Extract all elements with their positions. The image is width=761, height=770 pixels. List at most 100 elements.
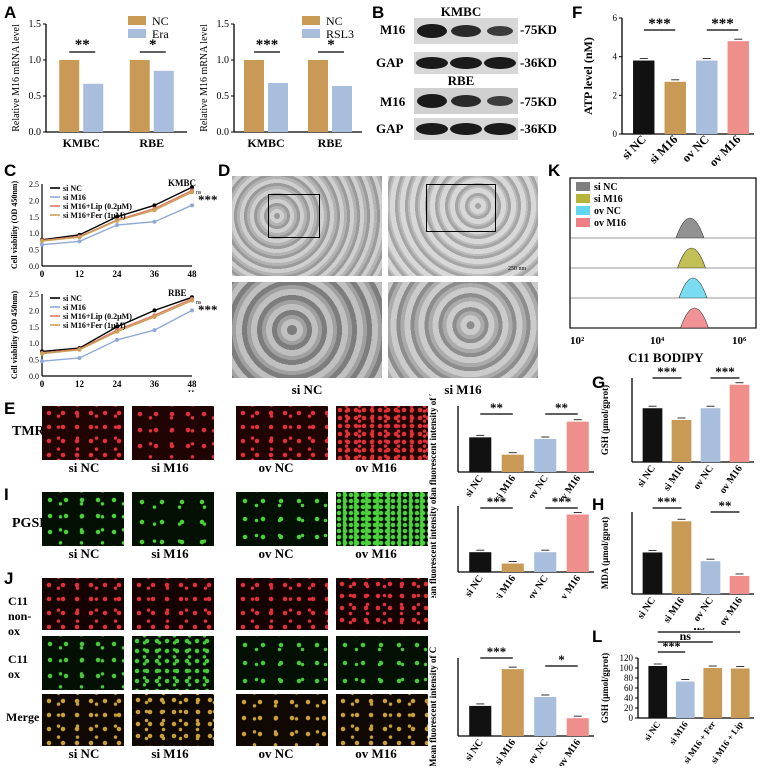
- y-tick-label: 2: [613, 90, 618, 100]
- legend-label: NC: [152, 14, 169, 28]
- chart-c-kmbc-viability: 0.0 0.5 1.0 1.5 2.0 2.5 0 12 24 36 48 Cell viabilit…: [10, 178, 218, 279]
- data-point: [40, 239, 44, 244]
- y-axis-label: Mean fluorescent intensity of TMRE: [428, 394, 438, 498]
- bar: [83, 83, 104, 132]
- blot-kd36-1: -36KD: [520, 55, 557, 70]
- data-point: [115, 223, 119, 227]
- blot-gap-label-1: GAP: [376, 55, 404, 70]
- category-label: si M16: [646, 132, 680, 166]
- blot-kmbc-title: KMBC: [440, 4, 482, 19]
- micrograph-pgsk: [336, 492, 428, 546]
- x-tick-label: 24: [113, 269, 123, 279]
- bar: [729, 575, 750, 594]
- bar: [729, 384, 750, 462]
- micrograph-pgsk: [236, 492, 328, 546]
- bar: [648, 666, 668, 718]
- legend-label: si NC: [63, 294, 82, 303]
- micrograph-c11-ox: [236, 636, 328, 690]
- blot-gap-label-2: GAP: [376, 121, 404, 136]
- category-label: si NC: [635, 595, 658, 621]
- data-point: [77, 355, 82, 360]
- category-label: KMBC: [247, 136, 284, 150]
- category-label: si NC: [642, 719, 662, 742]
- data-point: [152, 328, 157, 333]
- chart-h-mda: MDA (μmol/gprot) si NC si M16 ov NC ov M16 **…: [600, 496, 754, 628]
- significance-label: ***: [198, 302, 218, 317]
- blot-kd75-1: -75KD: [520, 22, 557, 37]
- row-label-c11-nonox: C11 non-ox: [8, 594, 32, 638]
- blot-kd36-2: -36KD: [520, 121, 557, 136]
- significance-label: ***: [487, 646, 507, 659]
- y-tick-label: 80: [624, 673, 634, 683]
- bar: [534, 439, 557, 472]
- micrograph-merge: [236, 694, 328, 746]
- bar: [642, 408, 663, 462]
- category-label: ov M16: [556, 573, 583, 598]
- x-tick-label: 0: [40, 269, 45, 279]
- bar: [534, 552, 557, 572]
- cap-j-si-nc: si NC: [68, 746, 100, 761]
- cap-i-ov-m16: ov M16: [355, 546, 397, 561]
- significance-label: ***: [552, 494, 572, 509]
- bar: [308, 60, 328, 132]
- y-tick-label: 20: [624, 703, 634, 713]
- tem-zoom-box-2: [426, 184, 496, 232]
- chart-a2-kmbc-rbe-rsl3: 0.0 0.5 1.0 1.5 Relative M16 mRNA level KMBC *…: [199, 14, 362, 150]
- legend-label: si M16: [63, 193, 86, 202]
- cap-e-ov-nc: ov NC: [258, 460, 294, 475]
- k-tick-10000: 10⁴: [650, 335, 665, 347]
- cap-e-si-m16: si M16: [151, 460, 189, 475]
- chart-title: KMBC: [168, 178, 196, 188]
- significance-label: *: [327, 37, 335, 53]
- tem-si-nc-overview: [232, 176, 382, 276]
- bar: [332, 85, 352, 132]
- significance-label: **: [490, 400, 503, 415]
- category-label: si NC: [463, 573, 486, 598]
- category-label: si M16: [667, 719, 690, 746]
- legend-label: RSL3: [326, 27, 354, 41]
- tem-label-si-nc: si NC: [291, 382, 323, 397]
- y-tick-label: 0.0: [217, 127, 230, 138]
- y-tick-label: 1.5: [29, 19, 42, 30]
- bar: [129, 60, 150, 132]
- significance-label: ***: [487, 494, 507, 509]
- legend-swatch: [302, 16, 320, 25]
- cap-e-si-nc: si NC: [68, 460, 100, 475]
- data-point: [115, 324, 119, 329]
- y-tick-label: 60: [624, 683, 634, 693]
- legend-swatch: [576, 182, 590, 191]
- y-tick-label: 0.0: [29, 372, 39, 381]
- bar: [566, 514, 589, 572]
- micrograph-pgsk: [132, 492, 214, 546]
- x-tick-label: 48: [188, 269, 198, 279]
- significance-label: **: [555, 400, 568, 415]
- bar: [59, 60, 80, 132]
- k-tick-1000000: 10⁶: [732, 335, 747, 347]
- significance-label: ns: [196, 190, 202, 196]
- category-label: ov NC: [526, 737, 550, 765]
- micrograph-tmre: [132, 406, 214, 460]
- chart-a1-kmbc-rbe-era: 0.0 0.5 1.0 1.5 Relative M16 mRNA level KMBC *…: [11, 14, 187, 150]
- bar: [566, 718, 589, 736]
- cap-i-si-m16: si M16: [151, 546, 189, 561]
- y-axis-label: Relative M16 mRNA level: [199, 24, 210, 132]
- bar: [469, 437, 492, 472]
- legend-label: si M16+Fer (1μM): [63, 211, 126, 220]
- legend-label: Era: [152, 27, 169, 41]
- data-point: [77, 235, 82, 240]
- y-tick-label: 2.0: [29, 196, 39, 205]
- bar: [642, 552, 663, 594]
- legend-label: si M16: [63, 303, 86, 312]
- histogram-curve: [570, 307, 756, 329]
- significance-label: ***: [657, 496, 677, 509]
- category-label: si M16: [662, 595, 687, 625]
- chart-title: RBE: [168, 288, 187, 298]
- data-point: [190, 298, 194, 303]
- tem-si-m16-zoom: [388, 282, 538, 378]
- panel-letter-g: G: [592, 373, 606, 392]
- significance-label: ns: [196, 300, 202, 306]
- panel-letter-j: J: [4, 569, 14, 588]
- micrograph-merge: [132, 694, 214, 746]
- micrograph-c11-nonox: [132, 578, 214, 630]
